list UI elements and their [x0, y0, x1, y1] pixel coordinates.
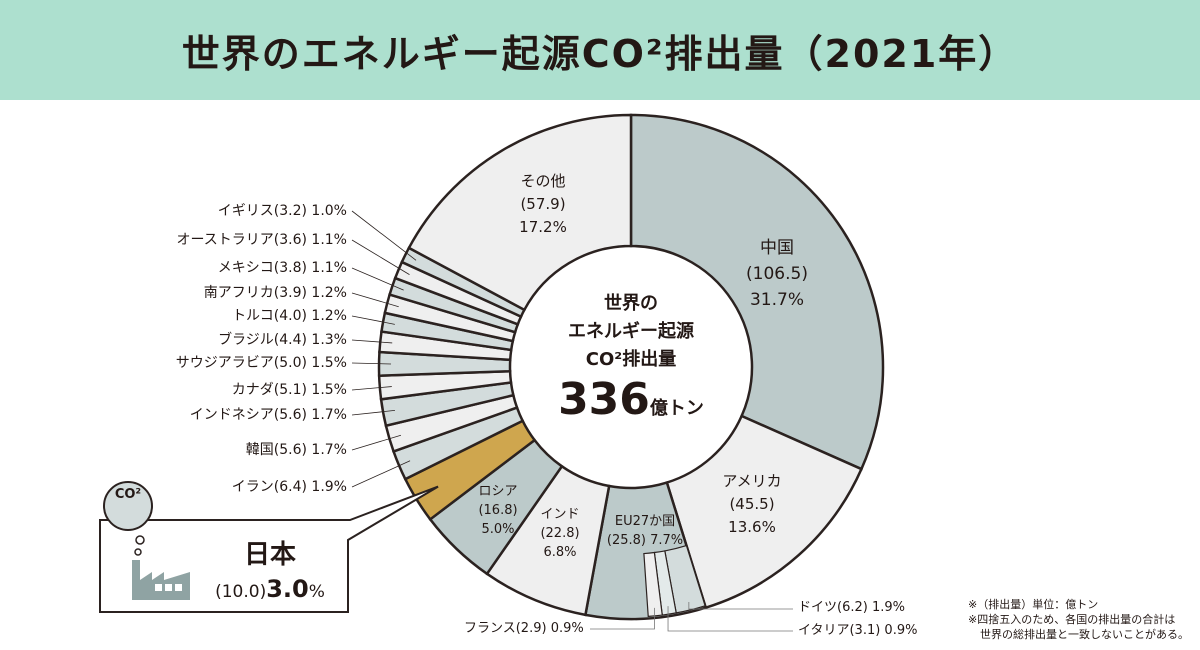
leader-line-南アフリカ	[351, 292, 399, 308]
leader-line-イラン	[351, 460, 411, 488]
page-title: 世界のエネルギー起源CO²排出量（2021年）	[181, 31, 1019, 76]
leader-line-フランス	[590, 607, 655, 630]
leader-line-ドイツ	[688, 601, 793, 610]
slice-その他	[407, 113, 633, 312]
co2-bubble-text: CO²	[114, 487, 142, 502]
label-south-africa: 南アフリカ(3.9) 1.2%	[203, 285, 347, 301]
leader-line-カナダ	[351, 386, 392, 391]
label-turkey: トルコ(4.0) 1.2%	[232, 308, 347, 324]
label-uk: イギリス(3.2) 1.0%	[217, 203, 347, 219]
leader-line-イタリア	[667, 606, 793, 632]
center-label: 世界の エネルギー起源 CO²排出量 336億トン	[558, 293, 704, 425]
label-germany: ドイツ(6.2) 1.9%	[798, 600, 905, 615]
label-russia: ロシア (16.8) 5.0%	[478, 484, 518, 537]
leader-line-ブラジル	[351, 339, 393, 344]
label-other: その他 (57.9) 17.2%	[519, 172, 567, 236]
leader-line-トルコ	[351, 315, 395, 325]
label-italy: イタリア(3.1) 0.9%	[798, 623, 918, 638]
eu-subslice-フランス	[643, 551, 663, 618]
co2-bubble-icon	[103, 481, 153, 531]
leader-line-メキシコ	[351, 267, 404, 291]
bubble-dot-icon	[134, 548, 142, 556]
footnote: ※（排出量）単位：億トン ※四捨五入のため、各国の排出量の合計は 世界の総排出量と一…	[968, 598, 1189, 641]
factory-window-icon	[155, 584, 162, 591]
label-mexico: メキシコ(3.8) 1.1%	[217, 260, 347, 276]
label-korea: 韓国(5.6) 1.7%	[245, 442, 347, 458]
label-brazil: ブラジル(4.4) 1.3%	[218, 332, 347, 348]
leader-line-インドネシア	[351, 410, 395, 416]
leader-line-オーストラリア	[351, 239, 410, 275]
factory-window-icon	[175, 584, 182, 591]
leader-line-韓国	[351, 434, 402, 451]
label-india: インド (22.8) 6.8%	[540, 507, 580, 560]
factory-window-icon	[165, 584, 172, 591]
leader-line-サウジアラビア	[351, 362, 392, 365]
label-france: フランス(2.9) 0.9%	[464, 621, 584, 636]
label-saudi: サウジアラビア(5.0) 1.5%	[175, 355, 347, 371]
japan-callout: 日本 (10.0)3.0%	[215, 540, 325, 603]
label-china: 中国 (106.5) 31.7%	[746, 238, 808, 310]
label-eu: EU27か国 (25.8) 7.7%	[606, 514, 684, 548]
leader-line-イギリス	[351, 210, 417, 261]
label-usa: アメリカ (45.5) 13.6%	[722, 472, 782, 536]
label-australia: オーストラリア(3.6) 1.1%	[176, 232, 347, 248]
label-iran: イラン(6.4) 1.9%	[231, 479, 347, 495]
bubble-dot-icon	[135, 535, 145, 545]
slice-中国	[629, 113, 885, 471]
label-canada: カナダ(5.1) 1.5%	[231, 382, 347, 398]
header-banner: 世界のエネルギー起源CO²排出量（2021年）	[0, 0, 1200, 100]
label-indonesia: インドネシア(5.6) 1.7%	[189, 407, 347, 423]
slice-アメリカ	[665, 414, 864, 610]
